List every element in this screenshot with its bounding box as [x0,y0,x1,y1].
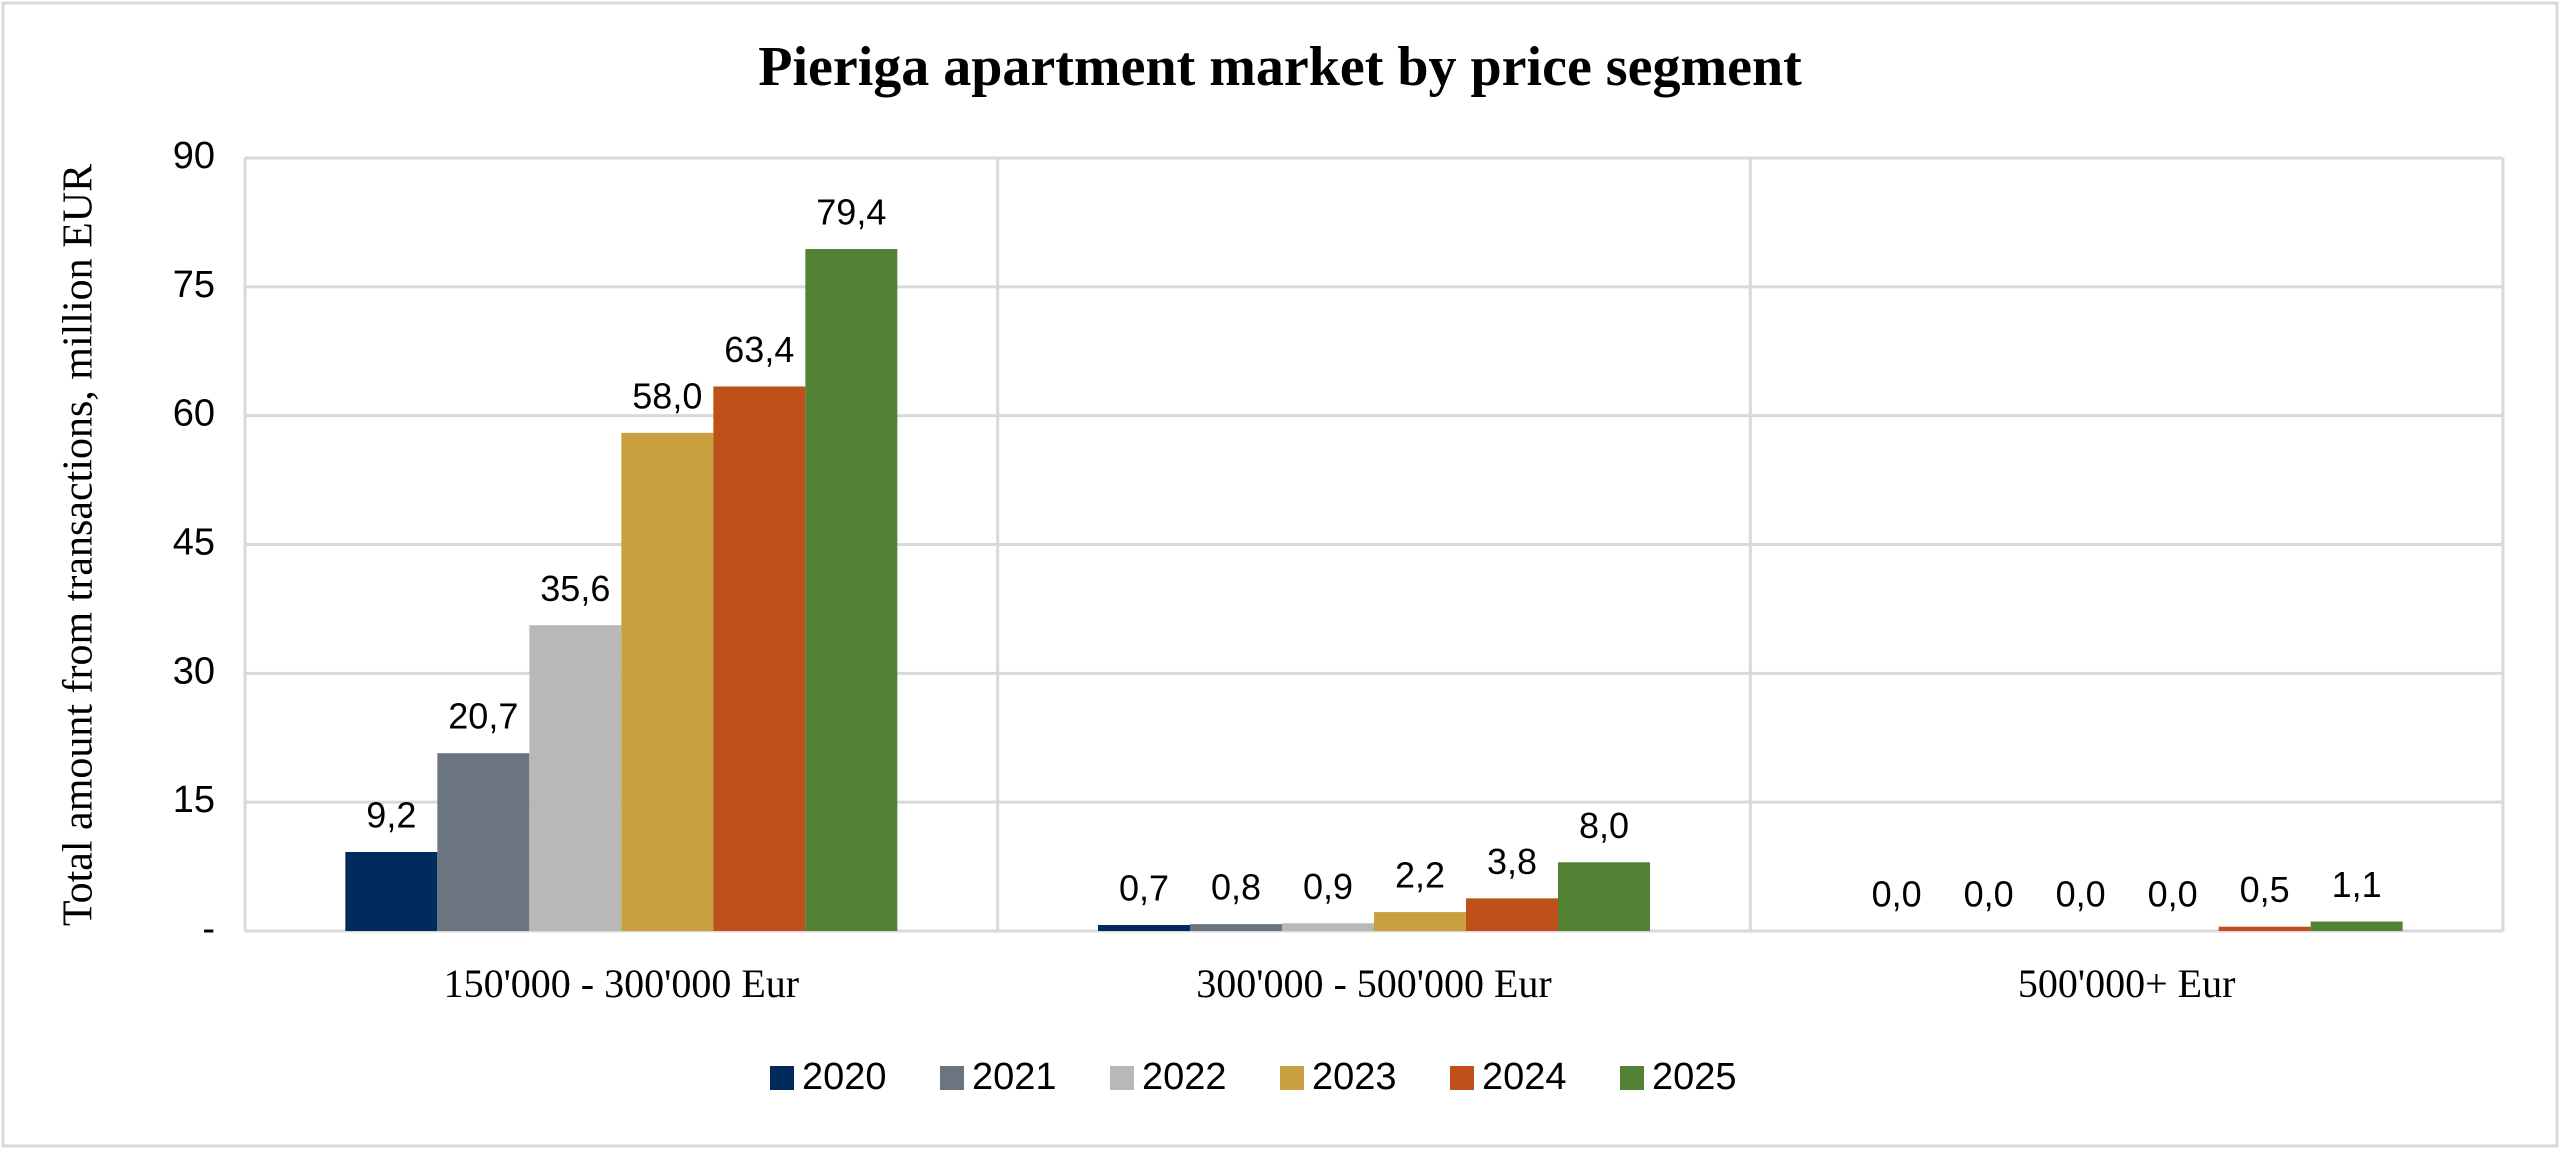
value-label: 0,9 [1303,866,1353,907]
value-label: 20,7 [448,696,518,737]
legend-label: 2022 [1142,1056,1227,1098]
bar [805,249,898,931]
y-tick-label: 90 [173,135,215,177]
legend-swatch [770,1066,794,1090]
legend-label: 2024 [1482,1056,1567,1098]
legend-swatch [1280,1066,1304,1090]
legend-swatch [1620,1066,1644,1090]
y-tick-label: 60 [173,393,215,435]
y-tick-label: 75 [173,264,215,306]
x-tick-label: 150'000 - 300'000 Eur [444,961,800,1006]
legend-label: 2020 [802,1056,887,1098]
value-label: 8,0 [1579,805,1629,846]
value-label: 0,0 [1872,874,1922,915]
bar [1558,862,1650,931]
value-label: 35,6 [540,568,610,609]
bar [2218,926,2311,931]
bar [2310,921,2403,931]
x-tick-label: 500'000+ Eur [2018,961,2236,1006]
bar [1374,912,1466,931]
y-tick-label: - [202,908,215,950]
legend-swatch [1450,1066,1474,1090]
value-label: 63,4 [724,329,794,370]
chart-title: Pieriga apartment market by price segmen… [758,36,1802,98]
y-tick-label: 45 [173,522,215,564]
bar [437,753,530,931]
bar [1466,898,1558,931]
bar [1282,923,1374,931]
value-label: 9,2 [366,794,416,835]
legend-swatch [1110,1066,1134,1090]
value-label: 1,1 [2332,864,2382,905]
value-label: 0,0 [2148,874,2198,915]
bar [1190,924,1282,931]
legend-label: 2023 [1312,1056,1397,1098]
value-label: 0,7 [1119,868,1169,909]
value-label: 79,4 [816,192,886,233]
value-label: 3,8 [1487,841,1537,882]
y-tick-label: 30 [173,650,215,692]
legend-swatch [940,1066,964,1090]
x-tick-label: 300'000 - 500'000 Eur [1196,961,1552,1006]
bar [345,851,438,931]
y-tick-label: 15 [173,779,215,821]
bar [713,386,806,931]
legend-label: 2025 [1652,1056,1737,1098]
value-label: 0,0 [1964,874,2014,915]
bar [621,432,714,931]
bar [529,625,622,931]
value-label: 2,2 [1395,855,1445,896]
legend-label: 2021 [972,1056,1057,1098]
bar [1098,924,1190,931]
y-axis-title: Total amount from transactions, million … [56,164,102,926]
value-label: 0,8 [1211,867,1261,908]
value-label: 0,0 [2056,874,2106,915]
value-label: 58,0 [632,375,702,416]
value-label: 0,5 [2240,869,2290,910]
